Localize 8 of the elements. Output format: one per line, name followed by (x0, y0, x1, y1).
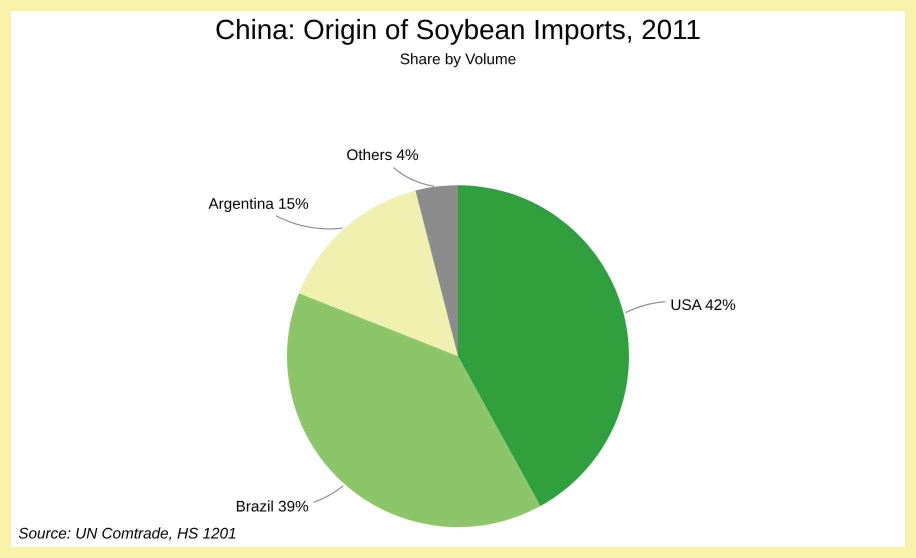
chart-subtitle: Share by Volume (400, 53, 516, 68)
chart-title: China: Origin of Soybean Imports, 2011 (216, 18, 700, 45)
slice-label: Others 4% (347, 148, 418, 160)
slice-label: Brazil 39% (236, 500, 308, 512)
source-note: Source: UN Comtrade, HS 1201 (18, 527, 236, 540)
slice-label: USA 42% (672, 299, 736, 310)
pie-slice (458, 185, 629, 506)
slice-label: Argentina 15% (208, 198, 308, 212)
